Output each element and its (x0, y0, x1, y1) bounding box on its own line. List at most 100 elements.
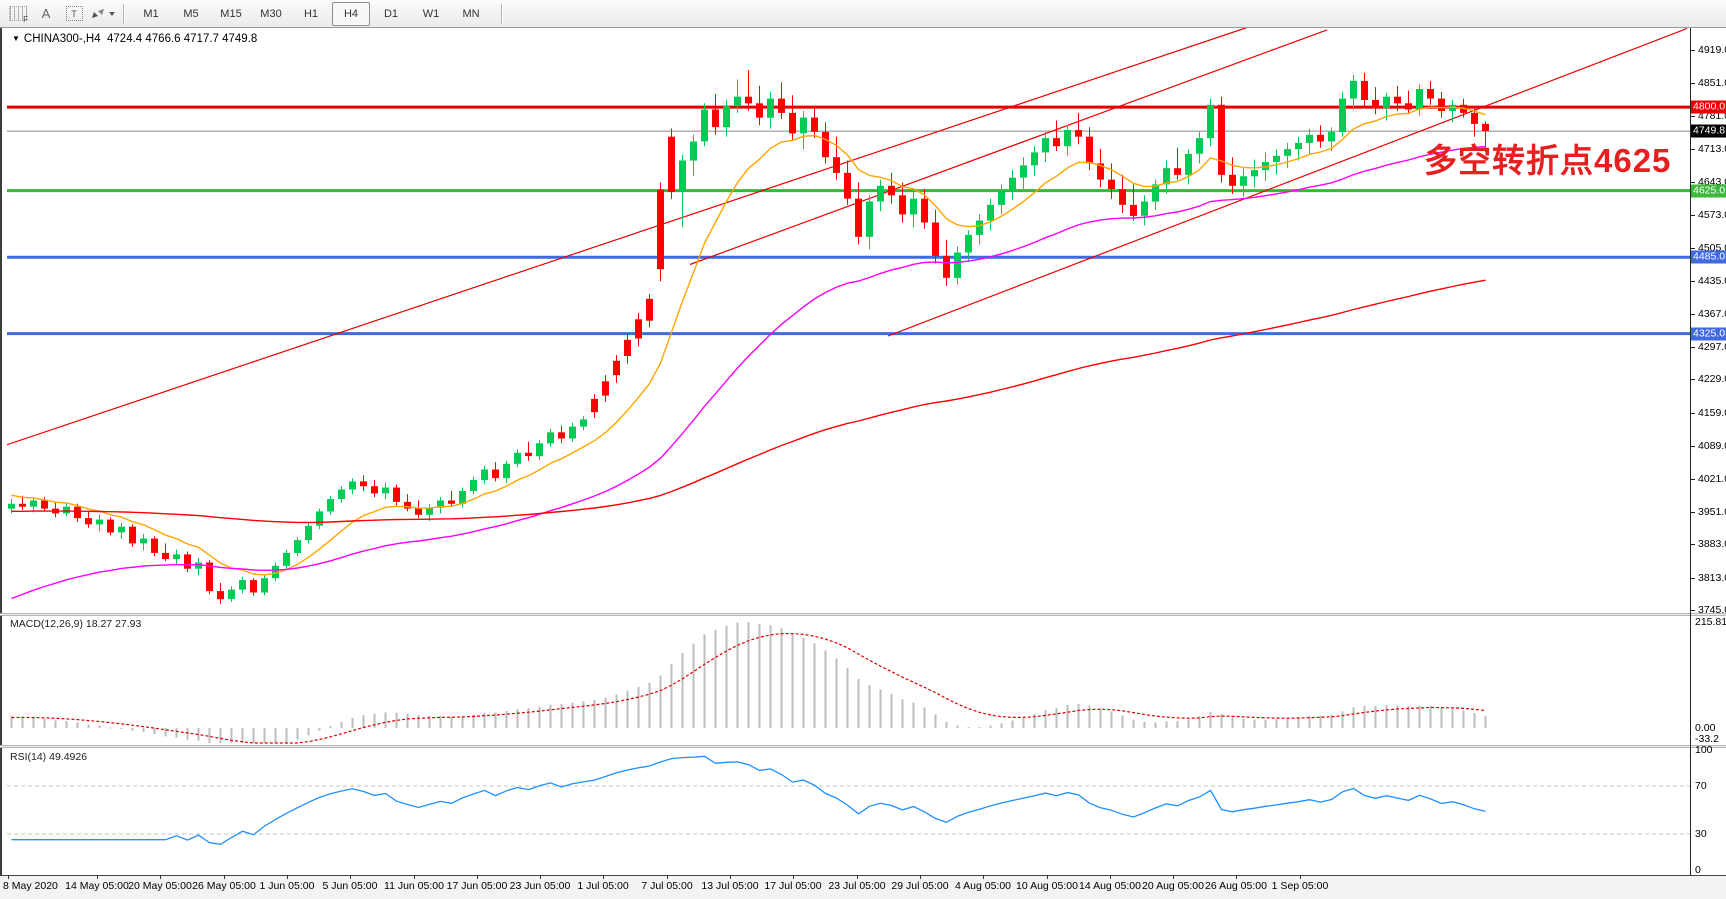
trendline-1[interactable] (7, 28, 1248, 446)
ma-medium-magenta (11, 145, 1486, 600)
price-tick-label: 4367.0 (1698, 308, 1726, 320)
price-tick-label: 4851.0 (1698, 77, 1726, 89)
date-tick-mark (1300, 875, 1301, 879)
date-tick-mark (603, 875, 604, 879)
price-tick-label: 4229.0 (1698, 373, 1726, 385)
date-label: 5 Jun 05:00 (322, 880, 378, 892)
price-tick-mark (1690, 512, 1695, 513)
price-tick-mark (1690, 347, 1695, 348)
price-axis-line (1690, 28, 1691, 875)
price-tick-mark (1690, 116, 1695, 117)
price-tick-label: 4435.0 (1698, 275, 1726, 287)
price-badge-4485.0: 4485.0 (1691, 250, 1726, 264)
ohlc-values: 4724.4 4766.6 4717.7 4749.8 (107, 33, 258, 45)
toolbar: F A T M1 M5 M15 M30 H1 H4 D1 W1 MN (0, 0, 1726, 28)
tf-button-H1[interactable]: H1 (303, 7, 319, 20)
tf-button-M1[interactable]: M1 (143, 7, 159, 20)
tf-button-M15[interactable]: M15 (220, 7, 242, 20)
rsi-axis-70: 70 (1695, 780, 1707, 792)
date-tick-mark (8, 875, 9, 879)
date-label: 10 Aug 05:00 (1016, 880, 1078, 892)
price-tick-label: 4573.0 (1698, 209, 1726, 221)
rsi-chart[interactable] (7, 748, 1690, 874)
macd-chart[interactable] (7, 616, 1690, 745)
price-tick-mark (1690, 83, 1695, 84)
price-tick-label: 3951.0 (1698, 506, 1726, 518)
chart-title: ▼ CHINA300-,H4 4724.4 4766.6 4717.7 4749.… (12, 33, 257, 45)
panel-separator[interactable] (0, 745, 1726, 748)
date-label: 23 Jul 05:00 (828, 880, 886, 892)
rsi-axis-100: 100 (1695, 744, 1713, 756)
price-badge-4325.0: 4325.0 (1691, 327, 1726, 341)
price-badge-4625.0: 4625.0 (1691, 184, 1726, 198)
price-tick-label: 3745.0 (1698, 604, 1726, 616)
price-badge-4749.8: 4749.8 (1691, 124, 1726, 138)
date-label: 14 May 05:00 (65, 880, 129, 892)
date-tick-mark (1047, 875, 1048, 879)
ma-fast-orange (11, 106, 1486, 576)
font-icon: A (41, 6, 51, 21)
price-tick-label: 3883.0 (1698, 538, 1726, 550)
text-icon: T (65, 6, 83, 21)
price-tick-label: 3813.0 (1698, 572, 1726, 584)
date-label: 1 Jul 05:00 (577, 880, 629, 892)
date-tick-mark (540, 875, 541, 879)
objects-button[interactable] (89, 2, 116, 26)
date-label: 14 Aug 05:00 (1079, 880, 1141, 892)
date-tick-mark (97, 875, 98, 879)
date-label: 26 May 05:00 (192, 880, 256, 892)
date-label: 1 Sep 05:00 (1271, 880, 1329, 892)
price-tick-mark (1690, 479, 1695, 480)
macd-label: MACD(12,26,9) 18.27 27.93 (10, 618, 142, 630)
rsi-label: RSI(14) 49.4926 (10, 751, 88, 763)
price-tick-mark (1690, 281, 1695, 282)
price-tick-label: 4713.0 (1698, 143, 1726, 155)
tf-button-M30[interactable]: M30 (260, 7, 282, 20)
price-tick-mark (1690, 446, 1695, 447)
ma-slow-red (11, 279, 1486, 524)
trendline-2[interactable] (689, 29, 1328, 266)
price-tick-mark (1690, 50, 1695, 51)
date-label: 13 Jul 05:00 (701, 880, 759, 892)
tf-button-D1[interactable]: D1 (383, 7, 399, 20)
window-left-edge (0, 28, 2, 899)
main-price-chart[interactable] (7, 28, 1690, 613)
date-label: 11 Jun 05:00 (384, 880, 444, 892)
rsi-axis-30: 30 (1695, 828, 1707, 840)
price-tick-label: 4919.0 (1698, 44, 1726, 56)
trendline-3[interactable] (887, 28, 1688, 337)
toolbar-separator (123, 3, 125, 24)
candles (8, 70, 1489, 604)
templates-button[interactable]: F (5, 2, 31, 26)
toolbar-separator (501, 3, 503, 24)
date-label: 17 Jun 05:00 (446, 880, 508, 892)
tf-button-M5[interactable]: M5 (183, 7, 199, 20)
date-label: 8 May 2020 (3, 880, 58, 892)
date-label: 26 Aug 05:00 (1205, 880, 1267, 892)
date-axis[interactable] (0, 875, 1726, 899)
price-tick-mark (1690, 413, 1695, 414)
panel-separator[interactable] (0, 613, 1726, 616)
date-label: 7 Jul 05:00 (641, 880, 693, 892)
price-badge-4800.0: 4800.0 (1691, 100, 1726, 114)
font-button[interactable]: A (33, 2, 59, 26)
price-tick-mark (1690, 314, 1695, 315)
date-label: 20 Aug 05:00 (1142, 880, 1204, 892)
date-label: 23 Jun 05:00 (509, 880, 571, 892)
text-tool-button[interactable]: T (61, 2, 87, 26)
chevron-down-icon[interactable]: ▼ (12, 34, 20, 43)
date-tick-mark (1236, 875, 1237, 879)
date-tick-mark (477, 875, 478, 879)
date-tick-mark (160, 875, 161, 879)
date-tick-mark (857, 875, 858, 879)
date-tick-mark (667, 875, 668, 879)
tf-button-H4[interactable]: H4 (332, 1, 370, 26)
date-tick-mark (287, 875, 288, 879)
macd-histogram (10, 622, 1487, 743)
annotation-text[interactable]: 多空转折点4625 (1424, 142, 1672, 179)
symbol-label: CHINA300-,H4 (23, 33, 101, 45)
tf-button-MN[interactable]: MN (462, 7, 480, 20)
date-label: 20 May 05:00 (128, 880, 192, 892)
tf-button-W1[interactable]: W1 (422, 7, 440, 20)
